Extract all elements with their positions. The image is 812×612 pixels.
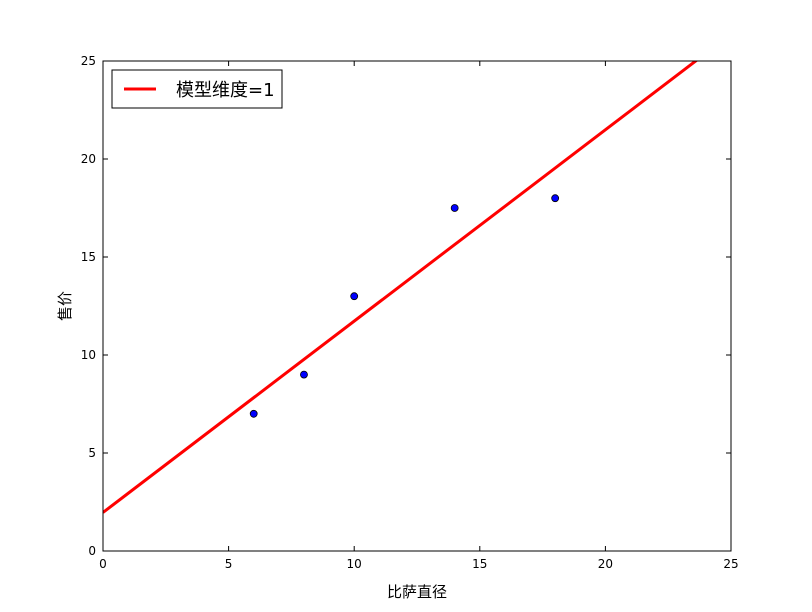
plot-frame (102, 60, 732, 552)
x-tick-label: 0 (99, 557, 107, 571)
y-ticks: 0 5 10 15 20 25 (81, 54, 731, 558)
x-tick-label: 5 (225, 557, 233, 571)
y-tick-label: 0 (88, 544, 96, 558)
fit-line (103, 61, 699, 514)
data-point (350, 292, 359, 301)
x-tick-label: 25 (723, 557, 738, 571)
y-axis-label: 售价 (56, 291, 74, 321)
points-layer (249, 194, 560, 418)
data-point (551, 194, 560, 203)
x-tick-label: 10 (347, 557, 362, 571)
y-tick-label: 15 (81, 250, 96, 264)
data-point (300, 370, 308, 379)
x-tick-label: 20 (598, 557, 613, 571)
legend-label: 模型维度=1 (176, 80, 275, 101)
y-tick-label: 20 (81, 152, 96, 166)
plot-area (103, 61, 731, 551)
data-point (450, 204, 459, 212)
y-tick-label: 5 (88, 446, 96, 460)
x-tick-label: 15 (472, 557, 487, 571)
fit-line-layer (103, 61, 699, 514)
legend: 模型维度=1 (111, 69, 283, 109)
x-ticks: 0 5 10 15 20 25 (99, 61, 739, 571)
data-point (249, 409, 258, 418)
y-tick-label: 10 (81, 348, 96, 362)
x-axis-label: 比萨直径 (387, 583, 447, 601)
y-tick-label: 25 (81, 54, 96, 68)
